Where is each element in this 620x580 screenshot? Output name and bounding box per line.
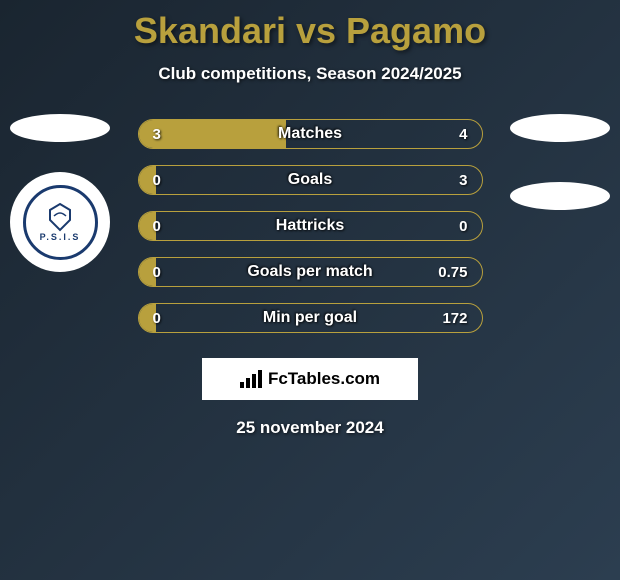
- content-area: P.S.I.S 3 Matches 4 0 Goals 3 0 Hattrick…: [0, 119, 620, 438]
- stat-right-value: 172: [442, 310, 467, 327]
- stat-row-matches: 3 Matches 4: [138, 119, 483, 149]
- club-crest-icon: [40, 202, 80, 232]
- stat-left-value: 0: [153, 264, 161, 281]
- stat-right-value: 0.75: [438, 264, 467, 281]
- stat-row-gpm: 0 Goals per match 0.75: [138, 257, 483, 287]
- stat-label: Hattricks: [276, 217, 344, 235]
- stat-label: Min per goal: [263, 309, 357, 327]
- stat-label: Matches: [278, 125, 342, 143]
- right-badges: [510, 114, 610, 210]
- source-logo: FcTables.com: [202, 358, 418, 400]
- stat-label: Goals per match: [247, 263, 372, 281]
- club-badge-inner: P.S.I.S: [23, 185, 98, 260]
- left-badges: P.S.I.S: [10, 114, 110, 272]
- stats-bars: 3 Matches 4 0 Goals 3 0 Hattricks 0 0 Go…: [138, 119, 483, 333]
- page-title: Skandari vs Pagamo: [0, 0, 620, 52]
- stat-label: Goals: [288, 171, 332, 189]
- stat-row-mpg: 0 Min per goal 172: [138, 303, 483, 333]
- player1-club-badge: P.S.I.S: [10, 172, 110, 272]
- subtitle: Club competitions, Season 2024/2025: [0, 64, 620, 84]
- player1-flag: [10, 114, 110, 142]
- stat-right-value: 3: [459, 172, 467, 189]
- logo-text: FcTables.com: [268, 369, 380, 389]
- player2-club-badge: [510, 182, 610, 210]
- stat-right-value: 4: [459, 126, 467, 143]
- stat-left-value: 0: [153, 172, 161, 189]
- stat-row-goals: 0 Goals 3: [138, 165, 483, 195]
- player2-flag: [510, 114, 610, 142]
- stat-left-value: 3: [153, 126, 161, 143]
- club-badge-text: P.S.I.S: [40, 232, 81, 242]
- stat-left-value: 0: [153, 218, 161, 235]
- chart-icon: [240, 370, 262, 388]
- date: 25 november 2024: [0, 418, 620, 438]
- stat-row-hattricks: 0 Hattricks 0: [138, 211, 483, 241]
- stat-right-value: 0: [459, 218, 467, 235]
- stat-left-value: 0: [153, 310, 161, 327]
